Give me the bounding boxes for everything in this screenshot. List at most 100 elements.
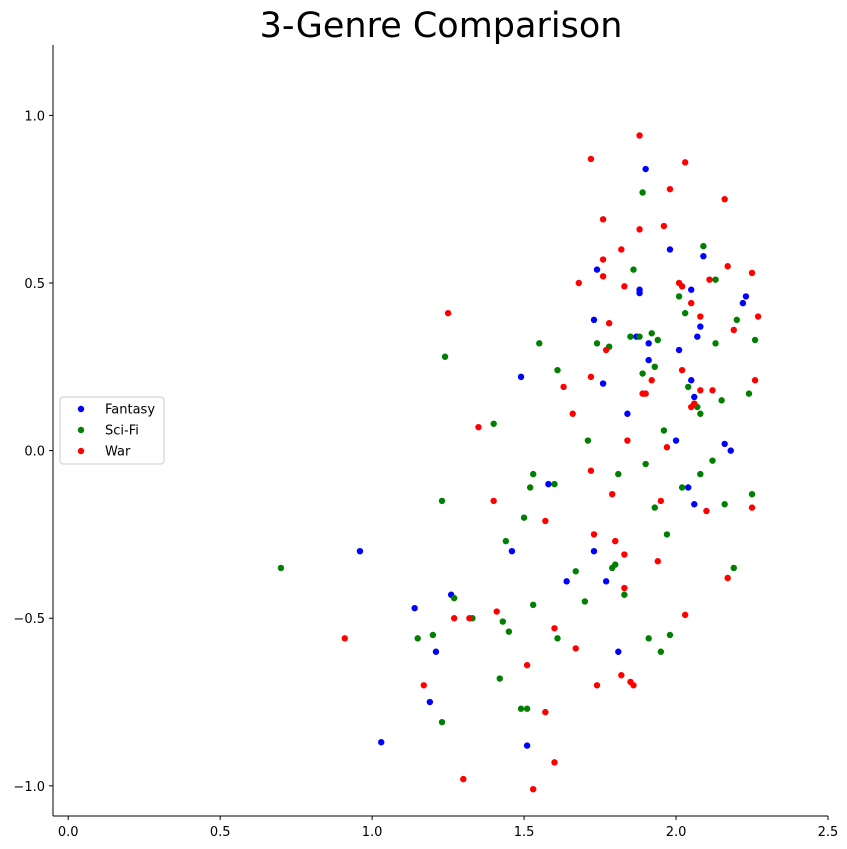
data-point: [587, 467, 595, 474]
data-point: [429, 631, 437, 639]
legend-marker: [77, 405, 85, 413]
data-point: [536, 340, 543, 347]
data-point: [615, 648, 622, 655]
series-war: [341, 132, 762, 793]
data-point: [575, 279, 582, 287]
data-point: [569, 410, 576, 417]
data-point: [529, 601, 537, 609]
data-point: [636, 132, 643, 139]
data-point: [460, 775, 467, 783]
legend-marker: [77, 447, 85, 455]
data-point: [642, 390, 649, 397]
data-point: [630, 266, 637, 273]
data-point: [615, 470, 622, 478]
data-point: [681, 309, 689, 317]
legend-label: War: [105, 445, 131, 460]
data-point: [621, 283, 628, 290]
data-point: [697, 470, 704, 478]
data-point: [581, 598, 589, 605]
data-point: [630, 682, 637, 689]
data-point: [700, 252, 707, 260]
data-point: [420, 682, 427, 689]
data-point: [691, 400, 698, 407]
data-point: [560, 383, 567, 391]
data-point: [648, 377, 655, 384]
series-sci-fi: [277, 189, 759, 726]
data-point: [694, 333, 701, 340]
x-tick-label: 1.0: [362, 825, 383, 840]
data-point: [700, 242, 707, 250]
data-point: [718, 397, 725, 404]
data-point: [341, 635, 348, 642]
data-point: [654, 558, 662, 565]
data-point: [551, 759, 558, 766]
x-tick-label: 0.0: [58, 825, 79, 840]
data-point: [621, 591, 628, 598]
data-point: [584, 437, 592, 444]
data-point: [636, 286, 643, 293]
data-point: [645, 635, 652, 642]
data-point: [590, 547, 598, 555]
data-point: [572, 568, 579, 575]
data-point: [639, 189, 646, 196]
data-point: [508, 547, 516, 555]
data-point: [490, 420, 497, 427]
data-point: [605, 320, 613, 327]
data-point: [684, 484, 692, 491]
ticks-layer: 0.0 0.5 1.0 1.5 2.0 2.5 −1.0 −0.5 0.0 0.5 1.0: [13, 109, 838, 840]
data-point: [697, 323, 704, 330]
data-point: [542, 708, 549, 716]
data-point: [751, 336, 759, 344]
data-point: [751, 377, 759, 384]
chart-title: 3-Genre Comparison: [260, 6, 623, 46]
data-point: [356, 547, 364, 555]
data-point: [742, 293, 750, 300]
data-point: [654, 336, 662, 344]
data-point: [651, 504, 658, 511]
data-point: [724, 574, 731, 582]
x-tick-label: 2.5: [818, 825, 839, 840]
data-point: [688, 286, 695, 293]
data-point: [721, 501, 728, 508]
y-tick-label: 0.5: [24, 277, 45, 292]
data-point: [529, 785, 537, 793]
data-point: [663, 531, 671, 538]
data-point: [642, 165, 649, 173]
data-point: [475, 423, 482, 431]
data-point: [672, 437, 680, 444]
data-point: [526, 484, 534, 491]
data-point: [721, 196, 728, 203]
y-tick-label: 1.0: [24, 109, 45, 124]
x-tick-label: 2.0: [666, 825, 687, 840]
data-point: [684, 383, 692, 391]
data-point: [748, 269, 756, 277]
data-point: [593, 340, 601, 347]
data-point: [378, 739, 385, 746]
data-point: [593, 266, 601, 273]
data-point: [678, 366, 686, 374]
data-point: [675, 346, 683, 354]
data-point: [411, 604, 418, 612]
data-point: [709, 457, 716, 464]
data-point: [627, 333, 634, 340]
data-point: [621, 584, 628, 592]
data-point: [730, 564, 737, 572]
data-point: [523, 742, 531, 749]
data-point: [745, 390, 753, 397]
data-point: [490, 497, 497, 505]
data-point: [724, 263, 731, 270]
data-point: [697, 313, 704, 320]
data-point: [651, 363, 658, 371]
data-point: [450, 594, 458, 602]
data-point: [730, 326, 737, 334]
data-point: [678, 283, 686, 290]
legend: Fantasy Sci-Fi War: [59, 396, 165, 465]
data-point: [450, 615, 458, 622]
data-point: [590, 531, 598, 538]
data-point: [660, 427, 668, 434]
data-point: [636, 333, 643, 340]
data-point: [520, 514, 528, 521]
x-tick-label: 0.5: [210, 825, 231, 840]
data-point: [739, 299, 747, 307]
data-point: [414, 635, 421, 642]
